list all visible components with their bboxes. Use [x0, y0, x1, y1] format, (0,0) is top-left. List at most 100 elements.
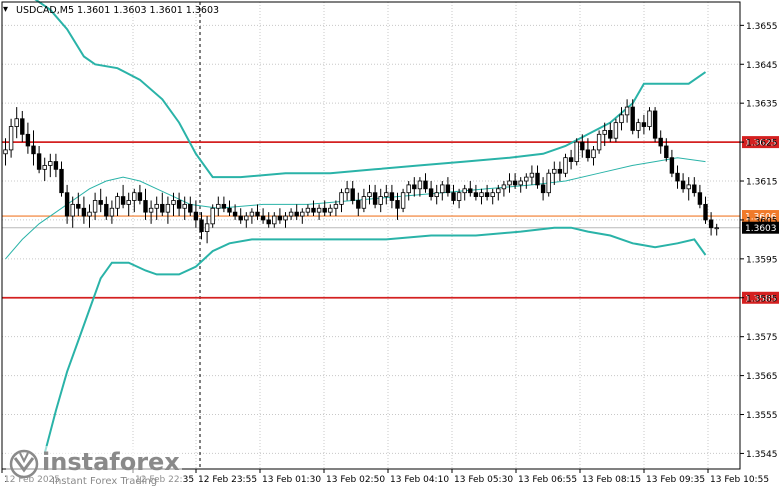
- chart-header-arrow: ▾: [3, 4, 8, 15]
- candle-body-bear: [580, 141, 585, 151]
- candle: [36, 145, 42, 174]
- candle-body-bear: [31, 145, 36, 155]
- candle: [3, 138, 8, 166]
- candle: [417, 177, 423, 197]
- candle-body-bear: [423, 180, 428, 190]
- candle: [568, 149, 574, 170]
- level-price-label: 1.3606: [745, 213, 777, 223]
- candle-body-bear: [221, 203, 227, 209]
- candle: [87, 204, 92, 228]
- candle-body-bull: [283, 215, 288, 221]
- x-tick-label: 13 Feb 10:55: [710, 475, 769, 485]
- middle-band-line: [5, 157, 706, 260]
- candle: [361, 188, 367, 213]
- candle: [686, 177, 691, 201]
- candle-body-bear: [708, 219, 714, 229]
- candle-body-bull: [115, 196, 120, 209]
- candle: [535, 165, 540, 189]
- candle: [356, 192, 361, 217]
- candle: [529, 165, 535, 185]
- candle: [216, 196, 221, 217]
- y-tick-label: 1.3625: [746, 139, 778, 149]
- candle: [378, 188, 383, 213]
- candle: [272, 212, 277, 228]
- candle-body-bull: [686, 184, 691, 190]
- candle-body-bull: [148, 207, 154, 213]
- candle: [14, 107, 19, 139]
- candle-body-bull: [216, 203, 221, 209]
- candle-body-bear: [137, 192, 143, 201]
- y-tick-label: 1.3605: [746, 216, 778, 226]
- candle-body-bear: [568, 157, 574, 162]
- candle: [367, 184, 372, 205]
- candle: [664, 138, 669, 162]
- candle: [636, 118, 641, 139]
- candle: [434, 184, 439, 205]
- candle: [294, 204, 299, 220]
- candle-body-bull: [400, 192, 406, 209]
- candle-body-bear: [658, 137, 663, 147]
- candle: [423, 173, 428, 193]
- candle-body-bear: [255, 211, 260, 217]
- x-tick-label: 13 Feb 06:55: [518, 475, 577, 485]
- candle-body-bull: [333, 203, 339, 209]
- candle-body-bull: [361, 196, 367, 209]
- candle-body-bear: [468, 188, 473, 194]
- candle-body-bull: [305, 207, 311, 213]
- candle-body-bear: [675, 172, 680, 182]
- candle-body-bull: [109, 207, 115, 217]
- candle-body-bear: [630, 106, 635, 131]
- candle-body-bear: [585, 149, 591, 159]
- candle: [540, 177, 546, 201]
- candle-body-bull: [8, 126, 14, 151]
- candle-body-bear: [692, 184, 697, 194]
- candle: [574, 138, 579, 166]
- candle-body-bull: [367, 192, 372, 197]
- candle: [428, 181, 434, 201]
- candle: [456, 188, 462, 209]
- candle-body-bull: [210, 207, 215, 225]
- candle: [333, 200, 339, 217]
- candle-body-bull: [591, 149, 596, 159]
- candle: [400, 188, 406, 213]
- candle: [507, 173, 512, 193]
- candle: [232, 204, 238, 220]
- candle: [406, 181, 411, 201]
- candle: [518, 177, 523, 193]
- candle-body-bull: [42, 165, 47, 170]
- candle: [339, 188, 344, 213]
- candle-body-bull: [714, 227, 719, 230]
- candle: [624, 99, 630, 123]
- candle-body-bull: [132, 192, 137, 201]
- candle: [669, 149, 675, 178]
- logo-mark-icon: [9, 449, 39, 479]
- candle-body-bull: [563, 157, 568, 174]
- candle: [445, 177, 451, 197]
- horizontal-levels[interactable]: 1.3625 1.3606 1.3585 1.3603: [2, 136, 779, 304]
- candle: [126, 192, 131, 217]
- candle: [98, 188, 103, 213]
- candle-body-bull: [204, 223, 210, 233]
- candle: [288, 208, 294, 220]
- candle: [260, 208, 266, 224]
- candle-body-bear: [664, 145, 669, 159]
- candle: [512, 173, 518, 189]
- candle-body-bull: [417, 180, 423, 190]
- x-tick-label: 13 Feb 05:30: [454, 475, 513, 485]
- candle: [109, 200, 115, 224]
- chart-grid: [2, 2, 740, 469]
- lower-band-line: [43, 226, 707, 454]
- candle: [20, 110, 25, 143]
- candle-body-bull: [328, 207, 333, 213]
- candle: [714, 223, 719, 236]
- candle: [680, 173, 686, 193]
- candle: [322, 200, 327, 217]
- candle-body-bull: [171, 200, 176, 205]
- level-price-tag: [742, 291, 779, 304]
- candle-body-bear: [608, 130, 613, 139]
- candle: [630, 99, 635, 135]
- candle-body-bull: [249, 211, 255, 217]
- candle: [703, 196, 708, 224]
- candle-body-bear: [104, 203, 109, 217]
